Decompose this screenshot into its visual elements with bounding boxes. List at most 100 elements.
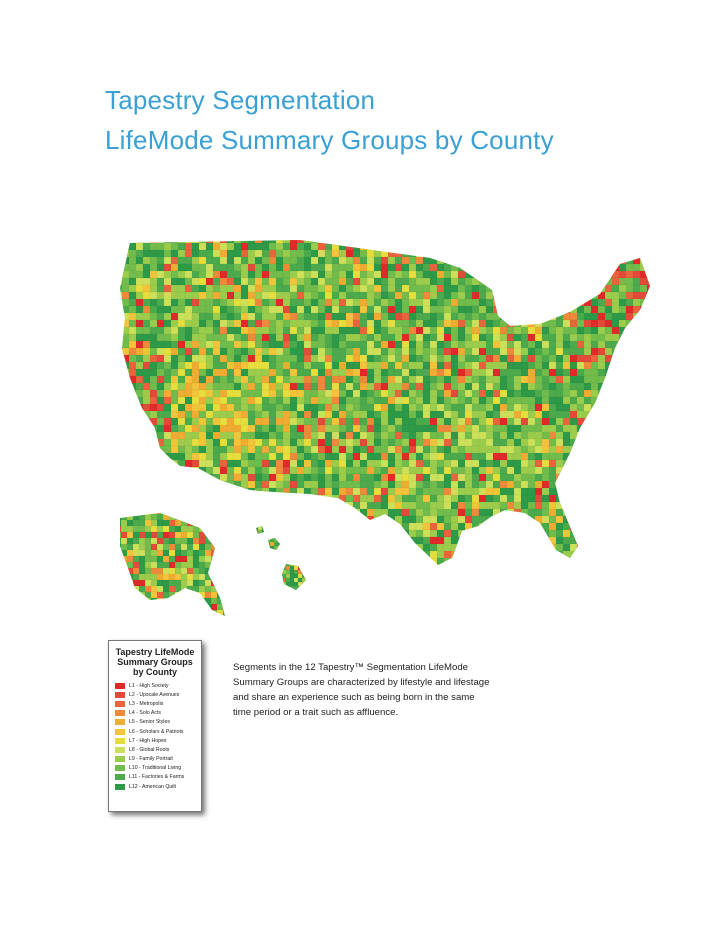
legend-item: L10 - Traditional Living (115, 764, 201, 773)
county-cell (261, 424, 270, 433)
county-cell (359, 536, 375, 552)
county-cell (212, 410, 221, 419)
county-cell (345, 424, 354, 433)
county-cell (142, 438, 151, 447)
county-cell (282, 508, 291, 517)
county-cell (301, 565, 306, 571)
county-cell (387, 480, 396, 489)
county-cell (590, 249, 606, 265)
county-cell (632, 312, 648, 328)
county-cell (576, 277, 585, 286)
legend-swatch (115, 783, 125, 790)
county-cell (227, 572, 234, 579)
county-cell (443, 494, 452, 503)
county-cell (583, 487, 599, 496)
county-cell (352, 550, 361, 559)
county-cell (485, 256, 494, 265)
county-cell (380, 543, 396, 552)
county-cell (177, 382, 186, 391)
county-cell (205, 487, 214, 496)
county-cell (305, 585, 306, 590)
county-cell (121, 459, 130, 468)
county-cell (373, 417, 382, 426)
county-cell (436, 347, 445, 356)
county-cell (527, 284, 536, 293)
county-cell (569, 305, 578, 314)
county-cell (177, 340, 186, 349)
county-cell (289, 466, 298, 475)
county-cell (247, 494, 263, 510)
county-cell (590, 529, 599, 545)
county-cell (611, 466, 627, 482)
county-cell (261, 389, 270, 398)
county-cell (513, 256, 529, 265)
county-cell (269, 553, 275, 563)
county-cell (345, 494, 354, 503)
county-cell (576, 487, 592, 496)
county-cell (548, 410, 557, 419)
county-cell (646, 515, 650, 524)
county-cell (499, 550, 508, 559)
county-cell (513, 312, 529, 328)
county-cell (324, 557, 333, 565)
legend-swatch (115, 710, 125, 717)
county-cell (514, 572, 528, 579)
county-cell (492, 536, 501, 552)
county-cell (273, 533, 279, 539)
county-cell (373, 242, 382, 251)
county-cell (303, 438, 312, 447)
legend-label: L11 - Factories & Farms (129, 774, 185, 781)
county-cell (303, 515, 319, 524)
county-cell (541, 396, 550, 405)
county-cell (170, 312, 179, 321)
county-cell (265, 549, 271, 559)
county-cell (142, 459, 158, 468)
county-cell (162, 567, 170, 575)
county-cell (281, 529, 287, 539)
county-cell (135, 424, 151, 440)
county-cell (513, 277, 522, 293)
county-cell (256, 533, 259, 539)
county-cell (576, 501, 592, 510)
county-cell (499, 291, 515, 307)
county-cell (639, 361, 650, 370)
county-cell (296, 508, 312, 517)
county-cell (135, 487, 151, 496)
county-cell (210, 573, 218, 581)
legend-swatch (115, 774, 125, 781)
county-cell (541, 487, 550, 496)
county-cell (541, 284, 557, 300)
county-cell (257, 545, 263, 555)
county-cell (611, 501, 627, 517)
county-cell (257, 565, 263, 571)
county-cell (273, 553, 283, 559)
county-cell (639, 240, 650, 244)
county-cell (277, 526, 283, 535)
county-cell (317, 480, 326, 489)
county-cell (170, 459, 179, 468)
county-cell (478, 298, 487, 307)
county-cell (604, 564, 613, 565)
county-cell (303, 508, 312, 524)
county-cell (293, 529, 303, 539)
county-cell (268, 515, 277, 524)
county-cell (121, 396, 137, 412)
county-cell (436, 305, 445, 314)
county-cell (120, 410, 130, 419)
county-cell (632, 326, 641, 342)
county-cell (289, 529, 305, 538)
county-cell (135, 459, 151, 468)
legend-item: L4 - Solo Acts (115, 709, 201, 718)
county-cell (268, 487, 277, 503)
county-cell (184, 508, 200, 524)
county-cell (394, 529, 403, 545)
county-cell (233, 564, 242, 565)
county-cell (625, 494, 641, 510)
county-cell (180, 609, 188, 616)
county-cell (184, 473, 200, 489)
county-cell (277, 526, 283, 527)
county-cell (527, 240, 536, 251)
county-cell (422, 305, 431, 314)
county-cell (590, 543, 599, 552)
county-cell (317, 263, 326, 272)
